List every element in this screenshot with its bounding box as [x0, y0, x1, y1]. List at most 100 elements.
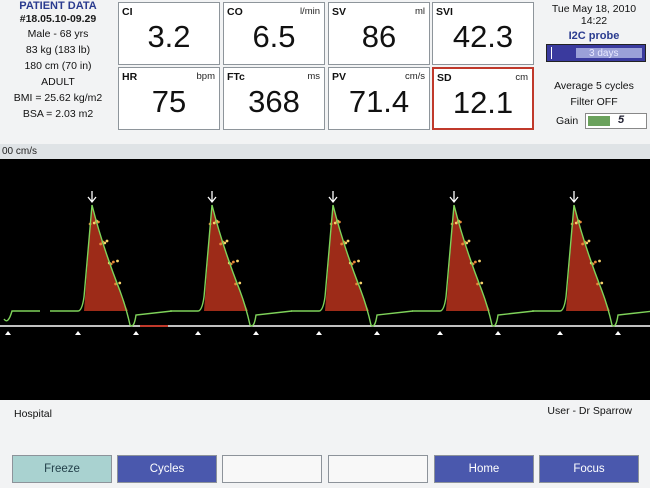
status-panel: Tue May 18, 2010 14:22 I2C probe 3 days … — [538, 0, 650, 135]
param-value: 6.5 — [252, 19, 296, 54]
cycles-button[interactable]: Cycles — [117, 455, 217, 483]
param-value: 12.1 — [452, 85, 514, 120]
param-box-svi[interactable]: SVI 42.3 — [432, 2, 534, 65]
user-label: User - Dr Sparrow — [547, 405, 632, 417]
velocity-trace — [291, 204, 414, 327]
doppler-speckle — [118, 281, 122, 285]
doppler-speckle — [478, 259, 481, 263]
velocity-trace — [170, 204, 293, 327]
velocity-trace — [412, 204, 535, 327]
param-unit: ml — [414, 6, 425, 17]
param-label: CI — [122, 6, 133, 18]
blank-button-2[interactable] — [328, 455, 428, 483]
param-value: 86 — [361, 19, 397, 54]
patient-data-title: PATIENT DATA — [19, 0, 97, 12]
average-cycles-text: Average 5 cycles — [554, 80, 634, 92]
param-value: 3.2 — [147, 19, 191, 54]
doppler-speckle — [473, 260, 477, 264]
cycle-marker-icon — [437, 331, 443, 335]
date-display: Tue May 18, 2010 — [551, 3, 637, 15]
param-box-ftc[interactable]: FTc ms 368 — [223, 67, 325, 130]
doppler-speckle — [116, 259, 119, 263]
doppler-speckle — [231, 260, 235, 264]
peak-marker-icon — [569, 191, 579, 204]
doppler-speckle — [352, 260, 356, 264]
cycle-marker-icon — [253, 331, 259, 335]
param-label: SVI — [436, 6, 453, 18]
patient-category: ADULT — [41, 76, 75, 88]
filter-status-text: Filter OFF — [570, 96, 618, 108]
param-unit: cm — [515, 72, 528, 83]
param-value: 368 — [248, 84, 300, 119]
doppler-speckle — [480, 281, 484, 285]
patient-weight: 83 kg (183 lb) — [25, 44, 91, 56]
param-value: 71.4 — [348, 84, 410, 119]
cycle-marker-icon — [615, 331, 621, 335]
cycle-marker-icon — [75, 331, 81, 335]
param-label: FTc — [227, 71, 245, 83]
doppler-speckle — [581, 242, 585, 246]
focus-button[interactable]: Focus — [539, 455, 639, 483]
patient-sex-age: Male - 68 yrs — [27, 28, 89, 40]
doppler-speckle — [225, 239, 229, 243]
param-unit: bpm — [196, 71, 215, 82]
doppler-speckle — [105, 239, 109, 243]
patient-bmi: BMI = 25.62 kg/m2 — [13, 92, 103, 104]
doppler-speckle — [236, 259, 239, 263]
doppler-speckle — [340, 242, 344, 246]
param-label: PV — [332, 71, 347, 83]
waveform-cycles — [0, 191, 650, 335]
gain-level-bar — [588, 116, 610, 126]
param-box-ci[interactable]: CI 3.2 — [118, 2, 220, 65]
gain-value: 5 — [618, 114, 625, 126]
doppler-speckle — [454, 221, 458, 225]
doppler-speckle — [219, 242, 223, 246]
param-label: SD — [437, 72, 452, 84]
param-unit: ms — [307, 71, 320, 82]
peak-marker-icon — [87, 191, 97, 204]
patient-bsa: BSA = 2.03 m2 — [22, 108, 94, 120]
probe-label: I2C probe — [568, 30, 620, 42]
doppler-speckle — [593, 260, 597, 264]
param-box-sv[interactable]: SV ml 86 — [328, 2, 430, 65]
gain-control[interactable]: 5 — [585, 113, 647, 129]
peak-marker-icon — [207, 191, 217, 204]
doppler-speckle — [99, 242, 103, 246]
param-box-pv[interactable]: PV cm/s 71.4 — [328, 67, 430, 130]
doppler-speckle — [346, 239, 350, 243]
param-box-hr[interactable]: HR bpm 75 — [118, 67, 220, 130]
doppler-waveform-display[interactable] — [0, 159, 650, 400]
doppler-waveform-svg — [0, 159, 650, 400]
param-unit: cm/s — [404, 71, 425, 82]
blank-button-1[interactable] — [222, 455, 322, 483]
probe-life-ticks — [551, 47, 575, 59]
cycle-marker-icon — [495, 331, 501, 335]
doppler-speckle — [333, 221, 337, 225]
velocity-scale-strip: 00 cm/s — [0, 144, 650, 159]
param-label: CO — [227, 6, 243, 18]
doppler-speckle — [598, 259, 601, 263]
param-unit: l/min — [299, 6, 320, 17]
hospital-label: Hospital — [14, 408, 52, 420]
patient-height: 180 cm (70 in) — [24, 60, 92, 72]
doppler-speckle — [212, 221, 216, 225]
cycle-marker-icon — [557, 331, 563, 335]
doppler-speckle — [357, 259, 360, 263]
velocity-scale-label: 00 cm/s — [2, 146, 38, 157]
peak-marker-icon — [328, 191, 338, 204]
home-button[interactable]: Home — [434, 455, 534, 483]
velocity-trace — [532, 204, 650, 327]
doppler-speckle — [461, 242, 465, 246]
cycle-marker-icon — [5, 331, 11, 335]
gain-label: Gain — [556, 115, 579, 127]
probe-life-fill — [576, 48, 642, 58]
doppler-speckle — [467, 239, 471, 243]
freeze-button[interactable]: Freeze — [12, 455, 112, 483]
doppler-speckle — [238, 281, 242, 285]
doppler-speckle — [359, 281, 363, 285]
param-box-co[interactable]: CO l/min 6.5 — [223, 2, 325, 65]
velocity-trace — [3, 310, 40, 322]
param-value: 75 — [151, 84, 187, 119]
cycle-marker-icon — [195, 331, 201, 335]
param-box-sd[interactable]: SD cm 12.1 — [432, 67, 534, 130]
